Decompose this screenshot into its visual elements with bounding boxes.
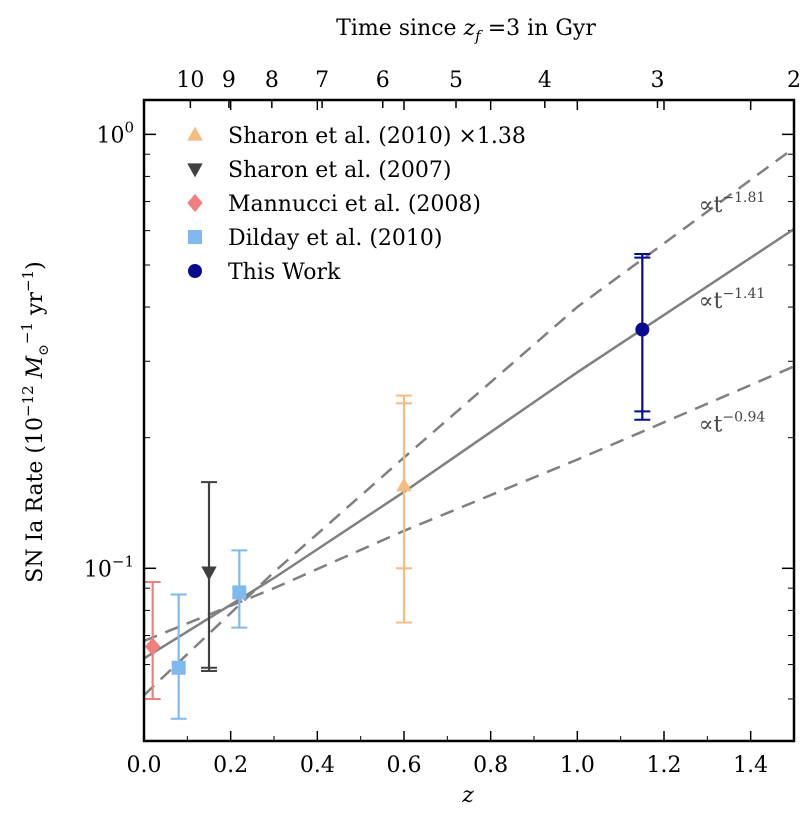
legend: Sharon et al. (2010) ×1.38 Sharon et al. …	[187, 124, 526, 285]
top-axis-title-zf: z	[463, 16, 476, 41]
x-tick-label-7: 1.4	[733, 753, 768, 778]
fit-line-label-0: ∝t−1.81	[699, 190, 766, 218]
y-title-part-1: SN Ia Rate (10	[23, 417, 48, 583]
legend-marker-0	[187, 126, 203, 141]
legend-marker-4	[188, 264, 202, 278]
y-title-msun: M	[23, 355, 48, 385]
fit-line-2	[143, 365, 795, 643]
top-axis-title-part-2: =3 in Gyr	[481, 16, 597, 41]
y-tick-label-1: 100	[96, 118, 134, 148]
legend-marker-1	[187, 163, 203, 178]
top-tick-label-7: 3	[651, 68, 665, 93]
top-tick-label-0: 10	[176, 68, 204, 93]
y-title-exp-1: −12	[19, 385, 37, 417]
legend-marker-3	[188, 230, 202, 244]
y-title-exp-3: −1	[19, 270, 37, 292]
legend-marker-2	[187, 193, 203, 213]
y-title-exp-2: −1	[18, 322, 36, 344]
data-point-0-0	[396, 477, 412, 492]
data-point-1-0	[201, 566, 217, 581]
legend-label-2: Mannucci et al. (2008)	[228, 192, 481, 217]
y-title-sun-sub: ⊙	[36, 344, 52, 356]
top-axis-title-sub: f	[474, 27, 483, 45]
ticks-layer: 0.0 0.2 0.4 0.6 0.8 1.0 1.2 1.4 10 9 8 7 6 5 4 3 2 10−1 10…	[84, 68, 801, 778]
y-tick-label-0: 10−1	[84, 552, 134, 582]
data-point-4-0	[635, 322, 650, 337]
top-tick-label-3: 7	[315, 68, 329, 93]
legend-label-4: This Work	[228, 260, 341, 285]
y-axis-title: SN Ia Rate (10−12 M⊙−1 yr−1)	[18, 261, 52, 582]
fit-line-label-2: ∝t−0.94	[699, 409, 766, 437]
top-axis-title: Time since zf =3 in Gyr	[336, 16, 596, 45]
legend-label-1: Sharon et al. (2007)	[228, 158, 451, 183]
x-axis-title: z	[461, 783, 474, 808]
x-tick-label-2: 0.4	[300, 753, 335, 778]
plot-frame	[142, 98, 796, 743]
x-tick-label-4: 0.8	[473, 753, 508, 778]
x-tick-label-3: 0.6	[387, 753, 422, 778]
data-points-layer	[144, 253, 651, 720]
top-tick-label-2: 8	[265, 68, 279, 93]
x-tick-label-0: 0.0	[127, 753, 162, 778]
data-point-3-1	[232, 585, 247, 600]
top-axis-title-part-1: Time since	[336, 16, 463, 41]
y-title-yr: yr	[23, 292, 48, 322]
top-tick-label-6: 4	[538, 68, 552, 93]
x-tick-label-5: 1.0	[560, 753, 595, 778]
x-tick-label-1: 0.2	[213, 753, 248, 778]
data-point-3-0	[171, 660, 186, 675]
top-tick-label-5: 5	[449, 68, 463, 93]
top-tick-label-4: 6	[376, 68, 390, 93]
x-tick-label-6: 1.2	[647, 753, 682, 778]
fit-line-label-1: ∝t−1.41	[699, 286, 766, 314]
y-title-close: )	[23, 261, 48, 270]
legend-label-0: Sharon et al. (2010) ×1.38	[228, 124, 526, 149]
top-tick-label-8: 2	[787, 68, 801, 93]
legend-label-3: Dilday et al. (2010)	[228, 226, 442, 251]
top-tick-label-1: 9	[222, 68, 236, 93]
data-point-2-0	[144, 637, 161, 656]
